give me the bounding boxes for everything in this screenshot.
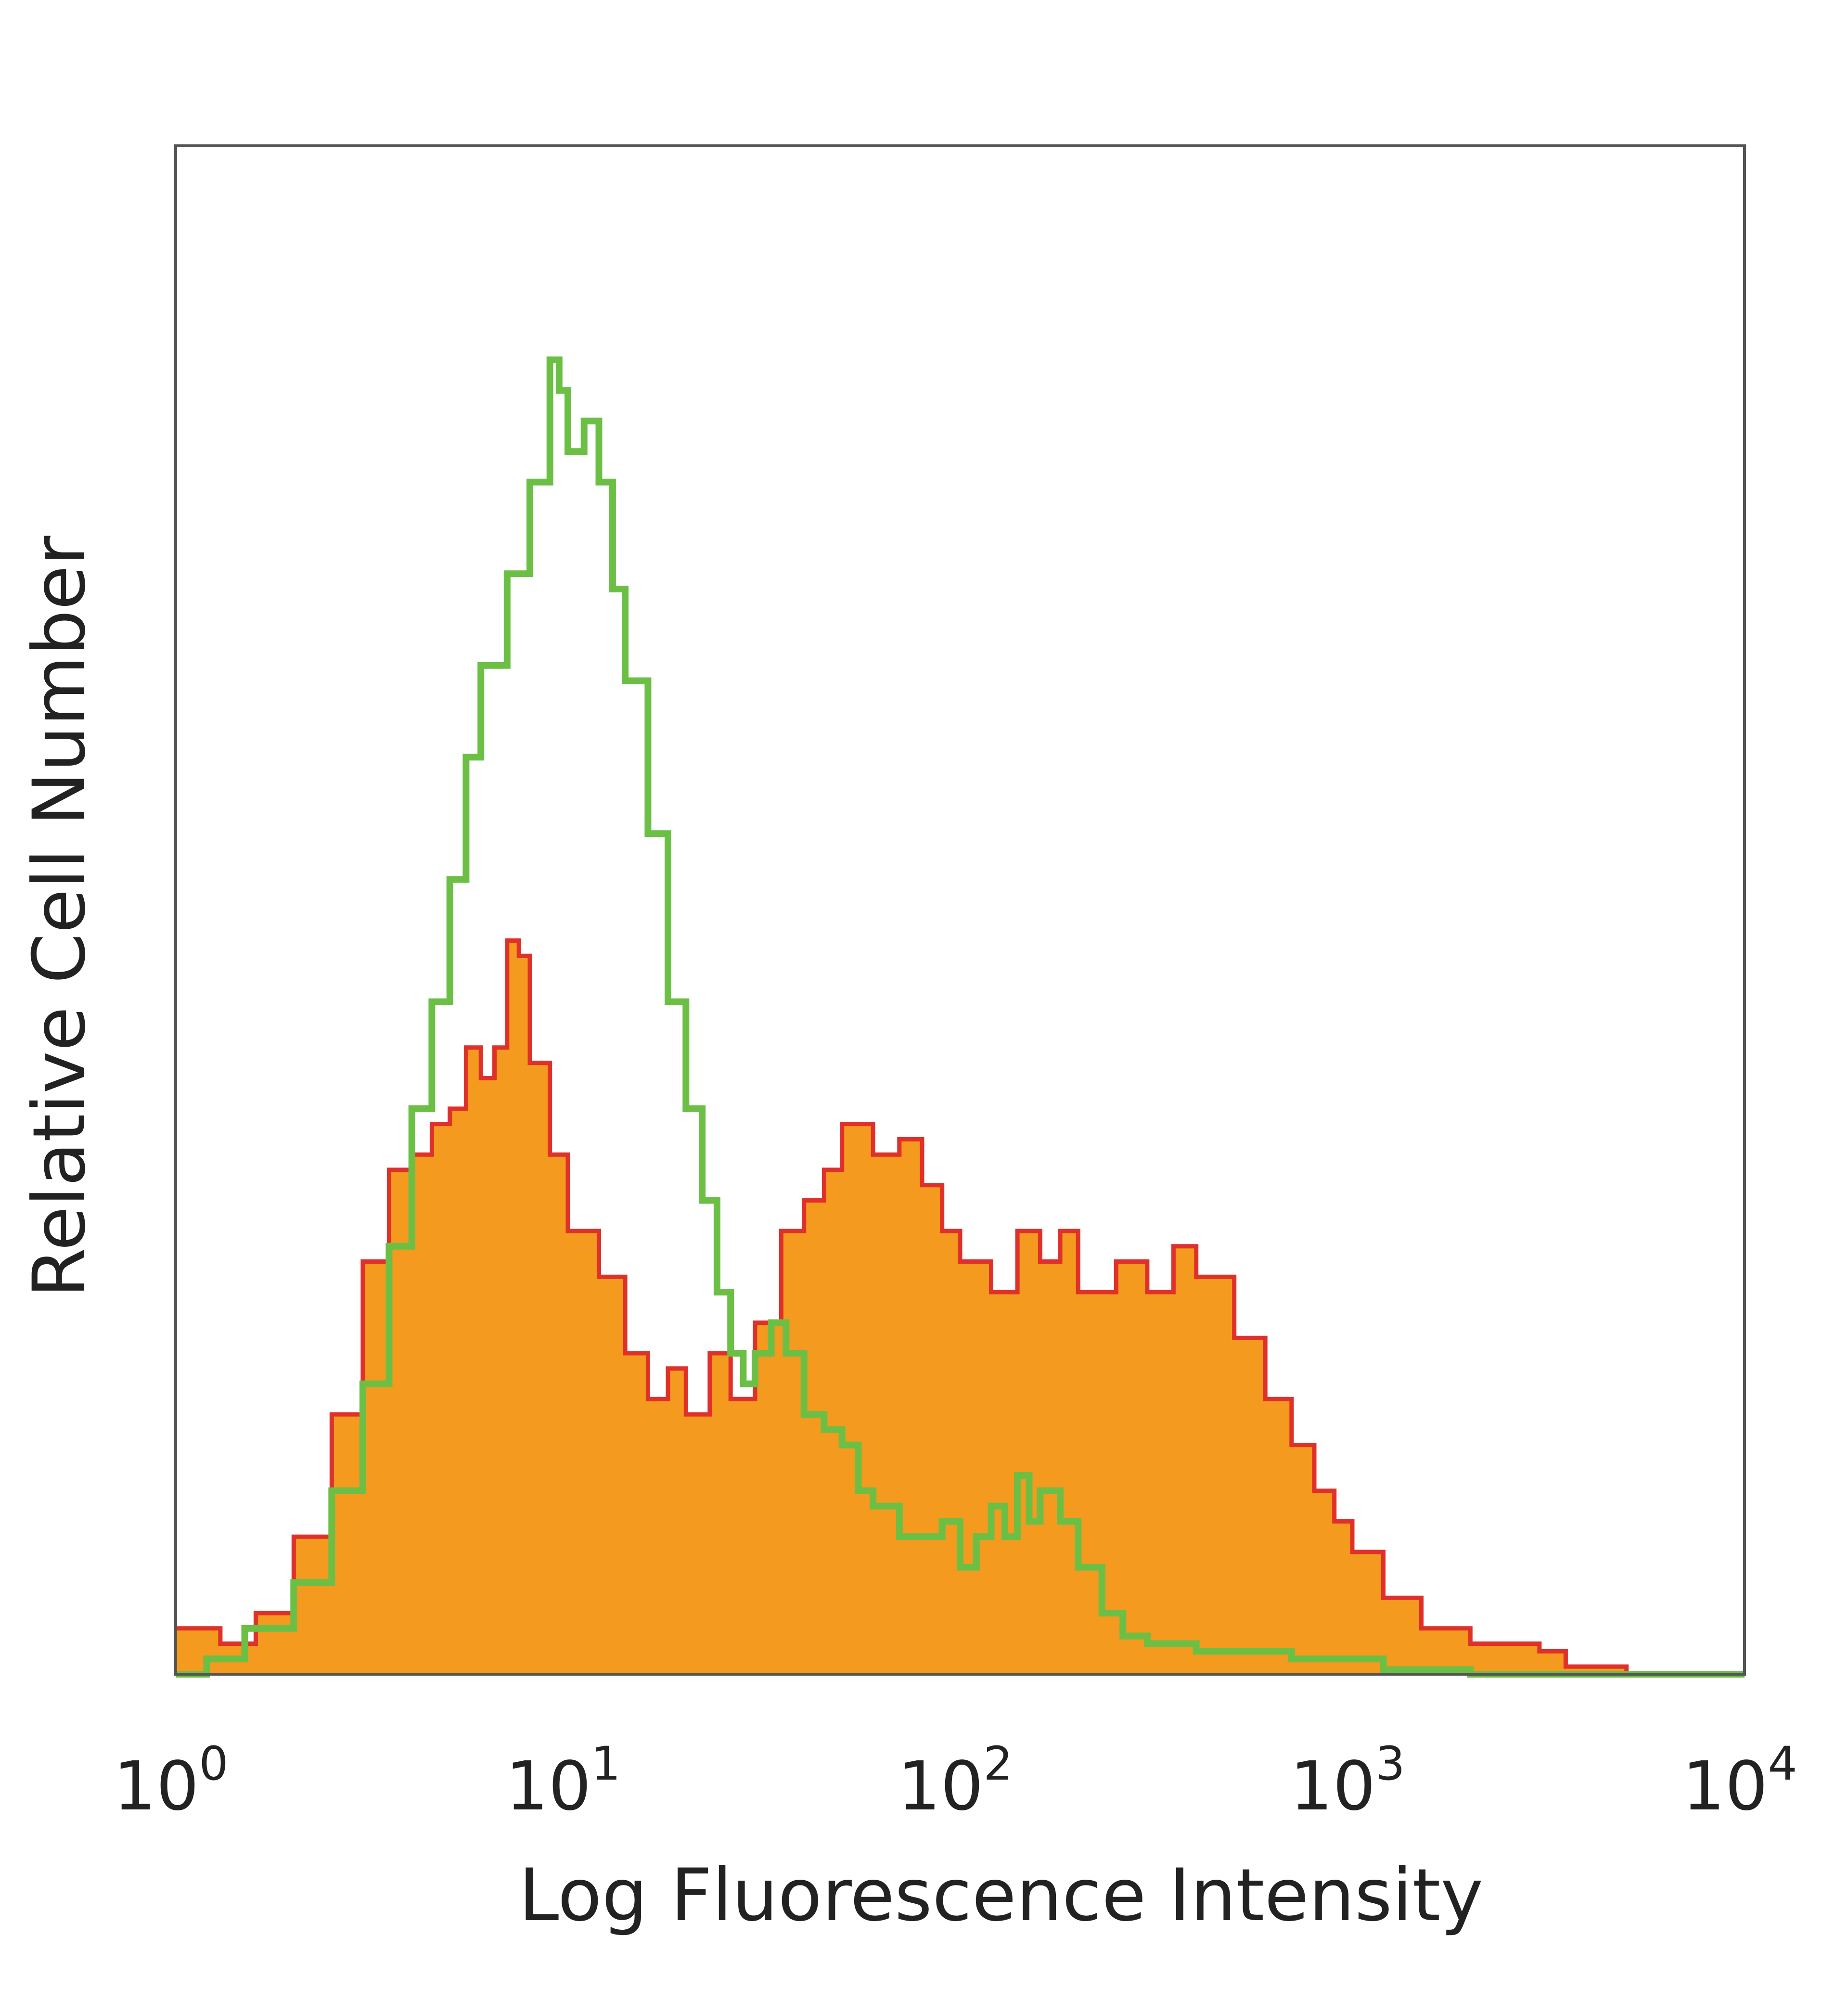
x-tick-label-0: 100 <box>113 1737 228 1826</box>
histogram-outline-series-2 <box>176 356 1745 1678</box>
x-tick-exponent-2: 2 <box>984 1737 1013 1791</box>
x-tick-base-0: 10 <box>113 1747 199 1826</box>
x-tick-base-1: 10 <box>505 1747 591 1826</box>
x-tick-exponent-1: 1 <box>591 1737 621 1791</box>
x-axis-title: Log Fluorescence Intensity <box>519 1854 1483 1937</box>
x-tick-labels: 100 101 102 103 104 <box>113 1737 1797 1826</box>
x-tick-exponent-4: 4 <box>1768 1737 1797 1791</box>
plot-layer <box>176 356 1745 1678</box>
x-tick-label-2: 102 <box>898 1737 1013 1826</box>
x-tick-base-4: 10 <box>1682 1747 1768 1826</box>
histogram-fill-series-1 <box>176 940 1745 1674</box>
x-tick-base-3: 10 <box>1290 1747 1375 1826</box>
x-tick-label-1: 101 <box>505 1737 620 1826</box>
x-tick-label-4: 104 <box>1682 1737 1797 1826</box>
x-tick-label-3: 103 <box>1290 1737 1405 1826</box>
y-axis-title: Relative Cell Number <box>18 536 102 1298</box>
x-tick-base-2: 10 <box>898 1747 983 1826</box>
x-tick-exponent-0: 0 <box>199 1737 229 1791</box>
x-tick-exponent-3: 3 <box>1376 1737 1405 1791</box>
plot-frame <box>174 144 1746 1676</box>
histogram-edge-series-1 <box>176 938 1745 1677</box>
